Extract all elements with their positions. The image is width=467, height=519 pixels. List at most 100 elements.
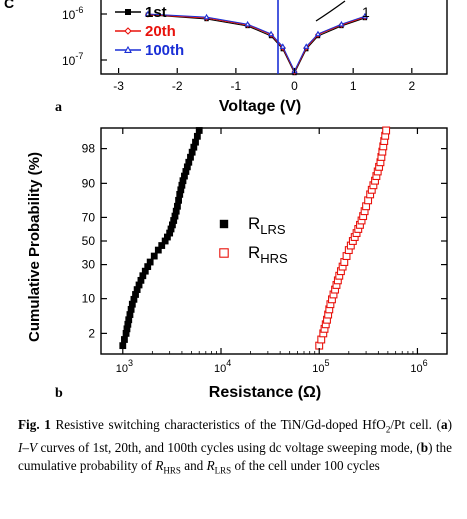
data-point-R_HRS [382,126,391,135]
data-point-R_LRS [126,311,134,318]
panel-a-y-ticks: 10-6 10-7 [62,5,107,68]
data-point-R_LRS [132,291,139,298]
data-point-R_LRS [178,181,186,189]
panel-b-cumulative-chart: 103 104 105 106 2 10 30 50 70 90 98 Cumulative Pr… [26,126,448,401]
caption-text: ) the cumulative probability of [18,439,452,473]
caption-text: /Pt cell. ( [390,417,441,432]
caption-text: ) [447,417,452,432]
caption-text: and [180,457,207,473]
data-point-R_LRS [182,168,190,175]
caption-subscript: LRS [214,465,232,476]
y-tick-label: 10-7 [62,51,83,68]
cumulative-points [119,126,391,350]
panel-b-ylabel: Cumulative Probability (%) [26,152,43,342]
data-point-R_LRS [170,217,178,224]
y-tick-label: 98 [82,142,96,156]
data-point-R_LRS [135,281,143,289]
y-tick-label: 2 [88,326,95,340]
iv-point-100th [279,43,286,49]
x-tick-label: 103 [116,358,133,375]
x-tick-label: 1 [350,79,357,93]
data-point-R_LRS [146,258,154,266]
legend-label-HRS: RHRS [248,243,288,266]
panel-a-ylabel: C [4,0,14,11]
panel-b-xlabel: Resistance (Ω) [209,384,321,401]
data-point-R_LRS [171,212,179,220]
data-point-R_LRS [174,202,181,210]
x-tick-label: -1 [231,79,242,93]
caption-fig-label: Fig. 1 [18,417,51,432]
panel-a-x-ticks: -3 -2 -1 0 1 2 [113,68,415,93]
data-point-R_LRS [177,186,185,194]
data-point-R_LRS [127,305,135,313]
caption-subscript: HRS [163,465,181,476]
panel-b-x-ticks: 103 104 105 106 [116,128,428,375]
data-point-R_LRS [193,132,201,140]
y-tick-label: 90 [82,176,96,190]
iv-point-100th [144,10,152,17]
data-point-R_LRS [192,138,199,146]
panel-a-legend: 1st 20th 100th [115,4,184,59]
iv-point-100th [267,30,275,37]
iv-point-100th [303,43,310,49]
iv-point-100th [361,12,369,19]
caption-text: Resistive switching characteristics of t… [50,417,386,432]
legend-label-1st: 1st [145,4,167,21]
data-point-R_LRS [188,148,196,156]
x-tick-label: 0 [291,79,298,93]
data-point-R_LRS [137,276,145,284]
caption-text: curves of 1st, 20th, and 100th cycles us… [37,439,421,455]
legend-marker-100th [124,45,132,53]
data-point-R_LRS [167,225,175,233]
panel-a-label: a [55,100,62,115]
iv-point-100th [314,30,322,37]
legend-marker-20th [124,27,132,35]
data-point-R_LRS [119,342,127,350]
data-point-R_LRS [133,286,141,293]
iv-series-100th [147,13,366,73]
x-tick-label: -2 [172,79,183,93]
legend-label-20th: 20th [145,23,176,40]
data-point-R_LRS [161,237,169,245]
x-tick-label: 106 [410,358,427,375]
x-tick-label: 105 [312,358,329,375]
data-point-R_LRS [190,143,198,151]
data-point-R_LRS [158,242,166,249]
caption-text: of the cell under 100 cycles [231,457,380,473]
panel-a-plot-frame [100,0,448,75]
data-point-R_LRS [187,153,194,161]
y-tick-label: 30 [82,258,96,272]
data-point-R_LRS [130,295,138,303]
data-point-R_LRS [175,196,182,204]
caption-r-symbol: R [155,457,164,473]
panel-a-iv-chart: 1 -3 -2 -1 0 1 2 10-6 10-7 C Voltage (V) a 1st… [4,0,448,115]
data-point-R_LRS [139,272,147,280]
y-tick-label: 70 [82,210,96,224]
data-point-R_LRS [172,207,180,215]
caption-panel-b: b [420,439,429,455]
y-tick-label: 50 [82,234,96,248]
data-point-R_LRS [150,252,158,260]
data-point-R_LRS [169,221,176,229]
data-point-R_LRS [123,325,131,333]
data-point-R_LRS [122,329,130,337]
caption-panel-a: a [441,417,448,432]
legend-marker-1st [125,9,131,15]
x-tick-label: 2 [408,79,415,93]
sweep-annotation: 1 [362,4,370,20]
sweep-direction-arrow [315,0,346,22]
data-point-R_LRS [121,336,128,343]
iv-series-1st [147,14,366,75]
iv-point-100th [244,20,251,27]
y-tick-label: 10-6 [62,5,83,22]
data-point-R_LRS [185,158,193,166]
data-point-R_LRS [164,233,171,241]
data-point-R_LRS [179,177,187,185]
x-tick-label: -3 [113,79,124,93]
data-point-R_LRS [181,172,188,180]
data-point-R_LRS [183,163,191,171]
caption-iv: I–V [18,439,38,455]
data-point-R_LRS [154,246,162,254]
panel-b-legend: RLRS RHRS [219,214,288,266]
